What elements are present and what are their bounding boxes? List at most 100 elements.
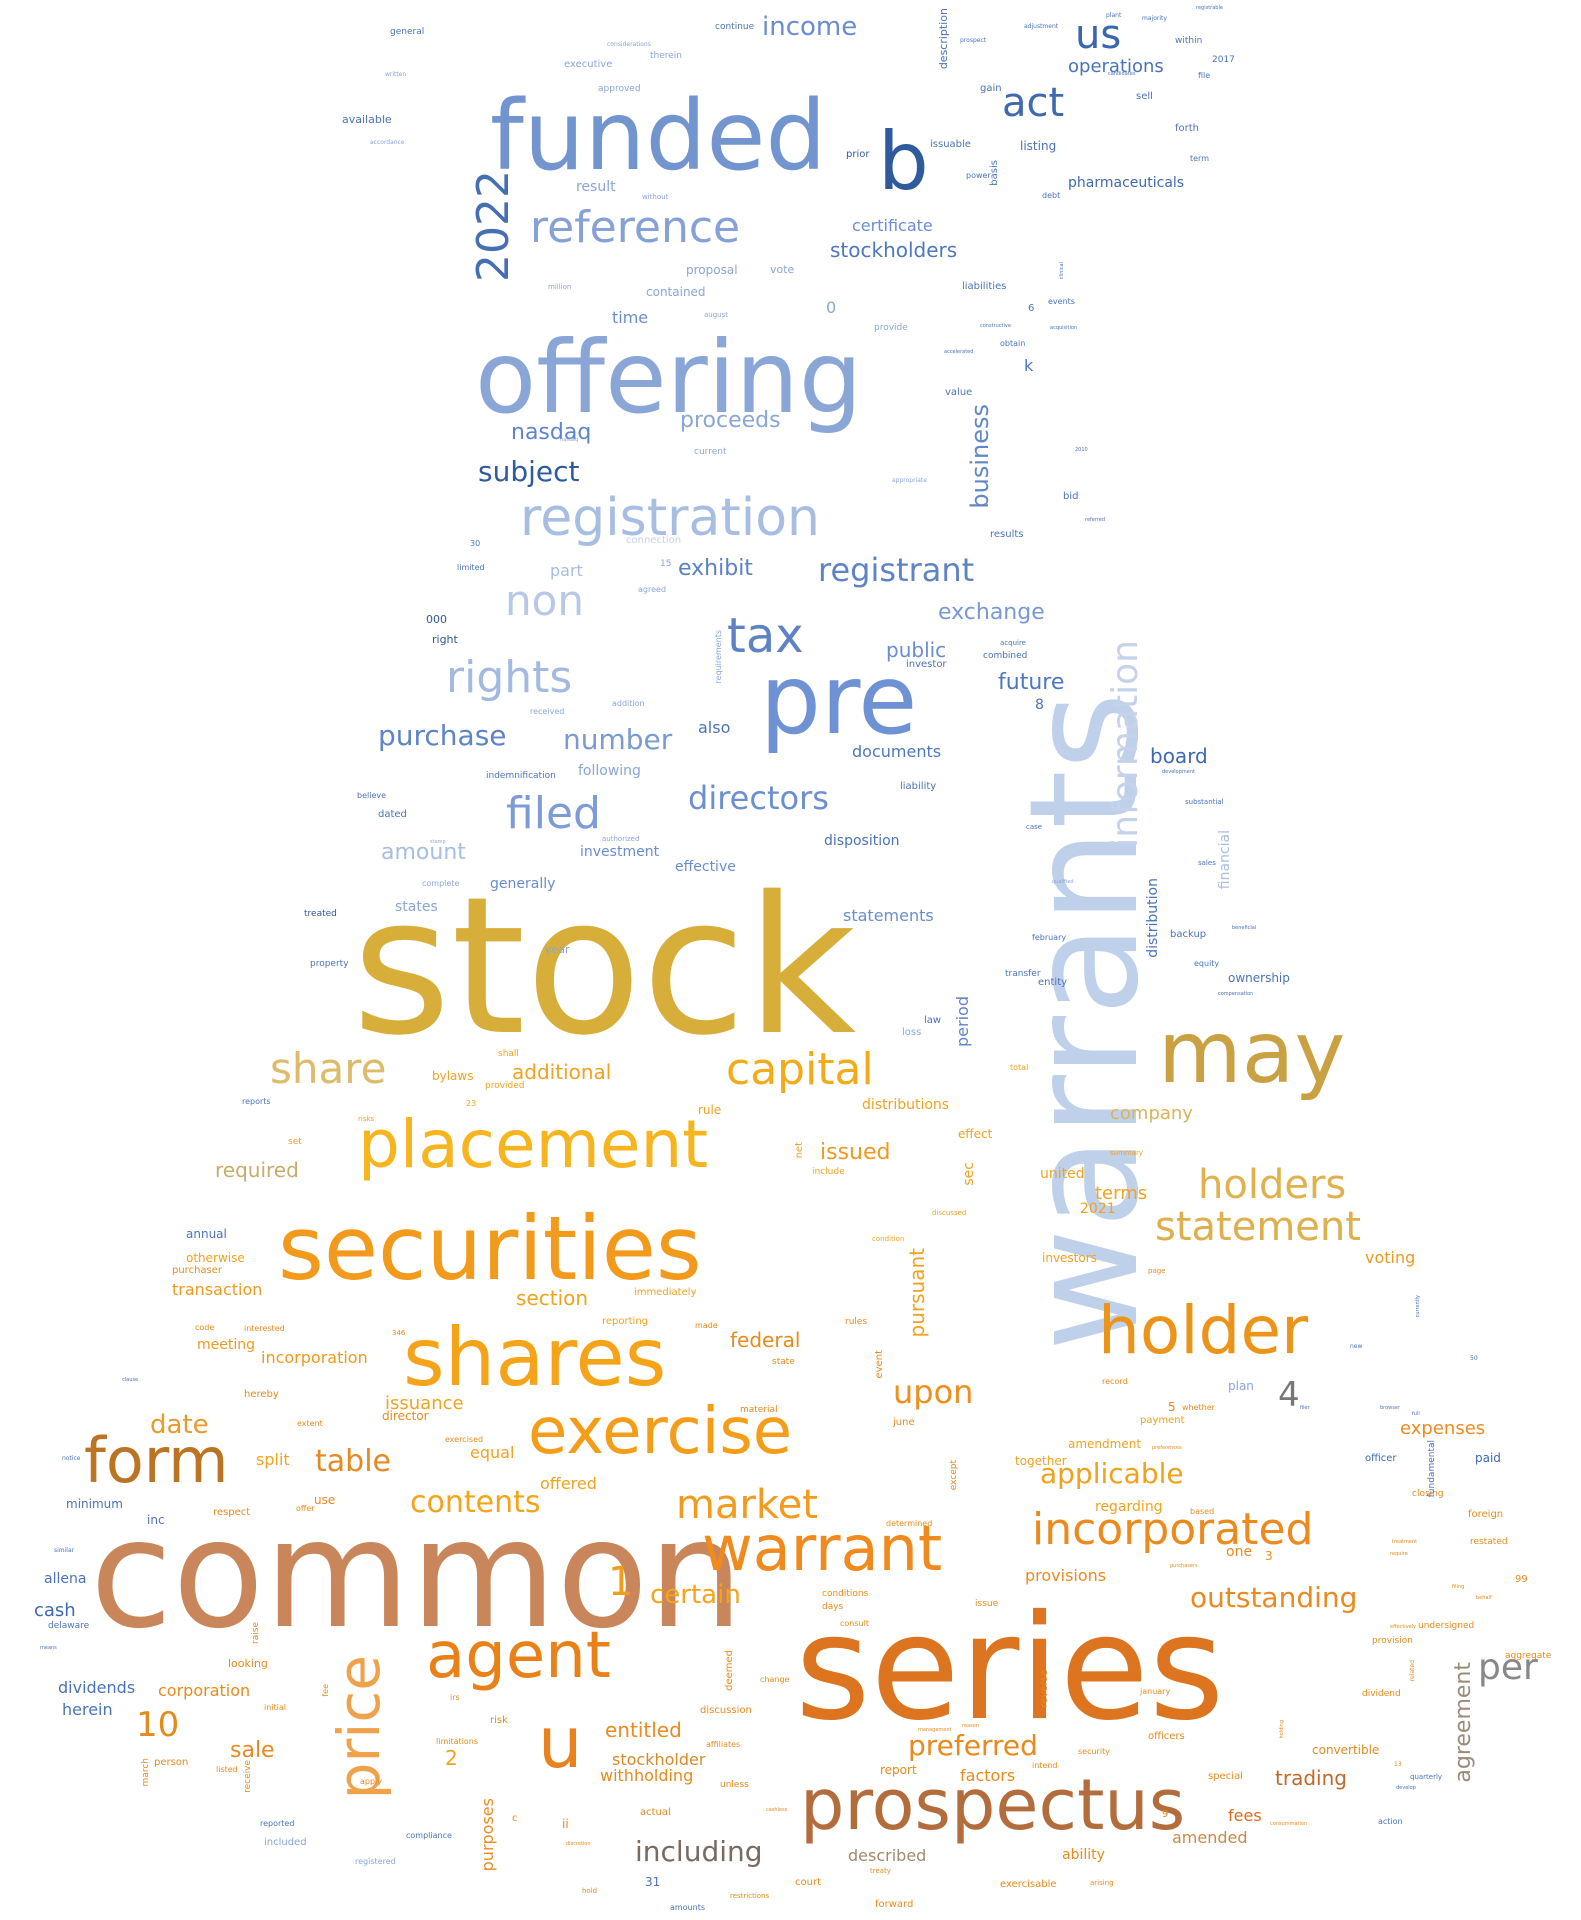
word-aggregate: aggregate [1505,1651,1552,1661]
word-change: change [760,1675,790,1684]
word-effectively: effectively [1390,1624,1417,1630]
word-candidates: candidates [1108,71,1136,77]
word-together: together [1015,1454,1067,1468]
word-market: market [676,1482,818,1528]
word-000: 000 [426,613,447,626]
word-equity: equity [1194,959,1220,968]
word-require: require [1390,1551,1408,1557]
word-form: form [84,1424,229,1497]
word-full: full [1412,1411,1420,1417]
word-term: term [1190,154,1209,163]
word-3: 3 [1265,1549,1273,1563]
word-pharmaceuticals: pharmaceuticals [1068,175,1185,191]
word-develop: develop [1396,1785,1416,1791]
word-registered: registered [355,1857,396,1866]
word-23: 23 [466,1099,477,1108]
word-looking: looking [228,1657,268,1670]
word-filer: filer [1300,1405,1310,1411]
word-description: description [937,8,950,70]
word-exhibit: exhibit [678,556,753,581]
word-15: 15 [660,559,672,569]
word-outstanding: outstanding [1190,1581,1358,1614]
word-management: management [918,1727,952,1733]
word-agreed: agreed [638,585,667,594]
word-august: august [704,311,728,319]
word-notice: notice [62,1455,81,1462]
word-limitations: limitations [436,1737,478,1746]
word-2: 2 [445,1746,458,1770]
word-section: section [516,1286,589,1310]
word-disposition: disposition [824,833,900,849]
word-substantial: substantial [1185,798,1224,806]
word-net: net [794,1142,805,1159]
word-31: 31 [645,1875,661,1889]
word-june: june [893,1417,915,1428]
word-receive: receive [243,1760,253,1793]
word-arising: arising [1090,1879,1114,1887]
word-regarding: regarding [1095,1499,1163,1515]
word-executive: executive [564,59,613,70]
word-date: date [150,1410,209,1440]
word-rules: rules [845,1317,868,1327]
word-holder: holder [1098,1292,1309,1369]
word-shall: shall [498,1049,519,1059]
word-capital: capital [726,1044,874,1095]
word-written: written [385,71,407,78]
word-ii: ii [562,1817,569,1831]
word-per: per [1478,1647,1538,1688]
word-forth: forth [1175,123,1200,134]
word-received: received [530,707,565,716]
word-2022: 2022 [468,170,519,282]
word-new: new [1350,1343,1363,1350]
word-available: available [342,113,392,126]
word-warrant: warrant [702,1512,943,1585]
word-investors: investors [1042,1251,1097,1265]
word-filing: filing [1452,1584,1465,1590]
word-special: special [1208,1771,1243,1782]
word-purchasers: purchasers [1170,1563,1198,1569]
word-accordance: accordance [370,139,405,146]
word-proceeds: proceeds [680,408,781,433]
word-results: results [990,529,1024,540]
word-documents: documents [852,742,942,761]
word-forward: forward [875,1899,914,1910]
word-stockholders: stockholders [830,238,958,262]
word-additional: additional [512,1060,612,1084]
word-preferred: preferred [908,1729,1038,1762]
word-hold: hold [582,1887,598,1895]
word-entitled: entitled [605,1718,682,1742]
word-bid: bid [1063,491,1079,502]
word-state: state [772,1357,795,1367]
word-corporation: corporation [158,1681,251,1700]
word-connection: connection [626,535,682,546]
word-fee: fee [321,1684,330,1697]
word-determined: determined [886,1519,933,1528]
word-risks: risks [358,1115,375,1123]
word-whether: whether [1182,1403,1215,1412]
word-certificate: certificate [852,216,933,235]
word-risk: risk [490,1715,508,1726]
word-reason: reason [962,1723,979,1729]
word-contents: contents [410,1485,541,1520]
word-officer: officer [1365,1453,1397,1464]
word-convertible: convertible [1312,1743,1380,1757]
word-provisions: provisions [1025,1566,1107,1585]
word-power: power [966,171,991,180]
word-combined: combined [983,651,1028,661]
word-consult: consult [840,1619,869,1628]
word-reports: reports [242,1097,271,1106]
word-obtain: obtain [1000,339,1026,348]
word-dividends: dividends [58,1678,136,1697]
word-preferences: preferences [1152,1445,1182,1451]
word-placement: placement [358,1106,709,1183]
word-code: code [195,1323,215,1332]
word-fees: fees [1228,1806,1262,1825]
word-ownership: ownership [1228,971,1290,985]
word-exercisable: exercisable [1000,1879,1057,1890]
word-directors: directors [688,779,829,817]
word-purchase: purchase [378,719,507,752]
word-treated: treated [304,909,337,919]
word-apply: apply [360,1777,383,1786]
word-result: result [576,179,616,195]
word-0: 0 [826,298,837,317]
